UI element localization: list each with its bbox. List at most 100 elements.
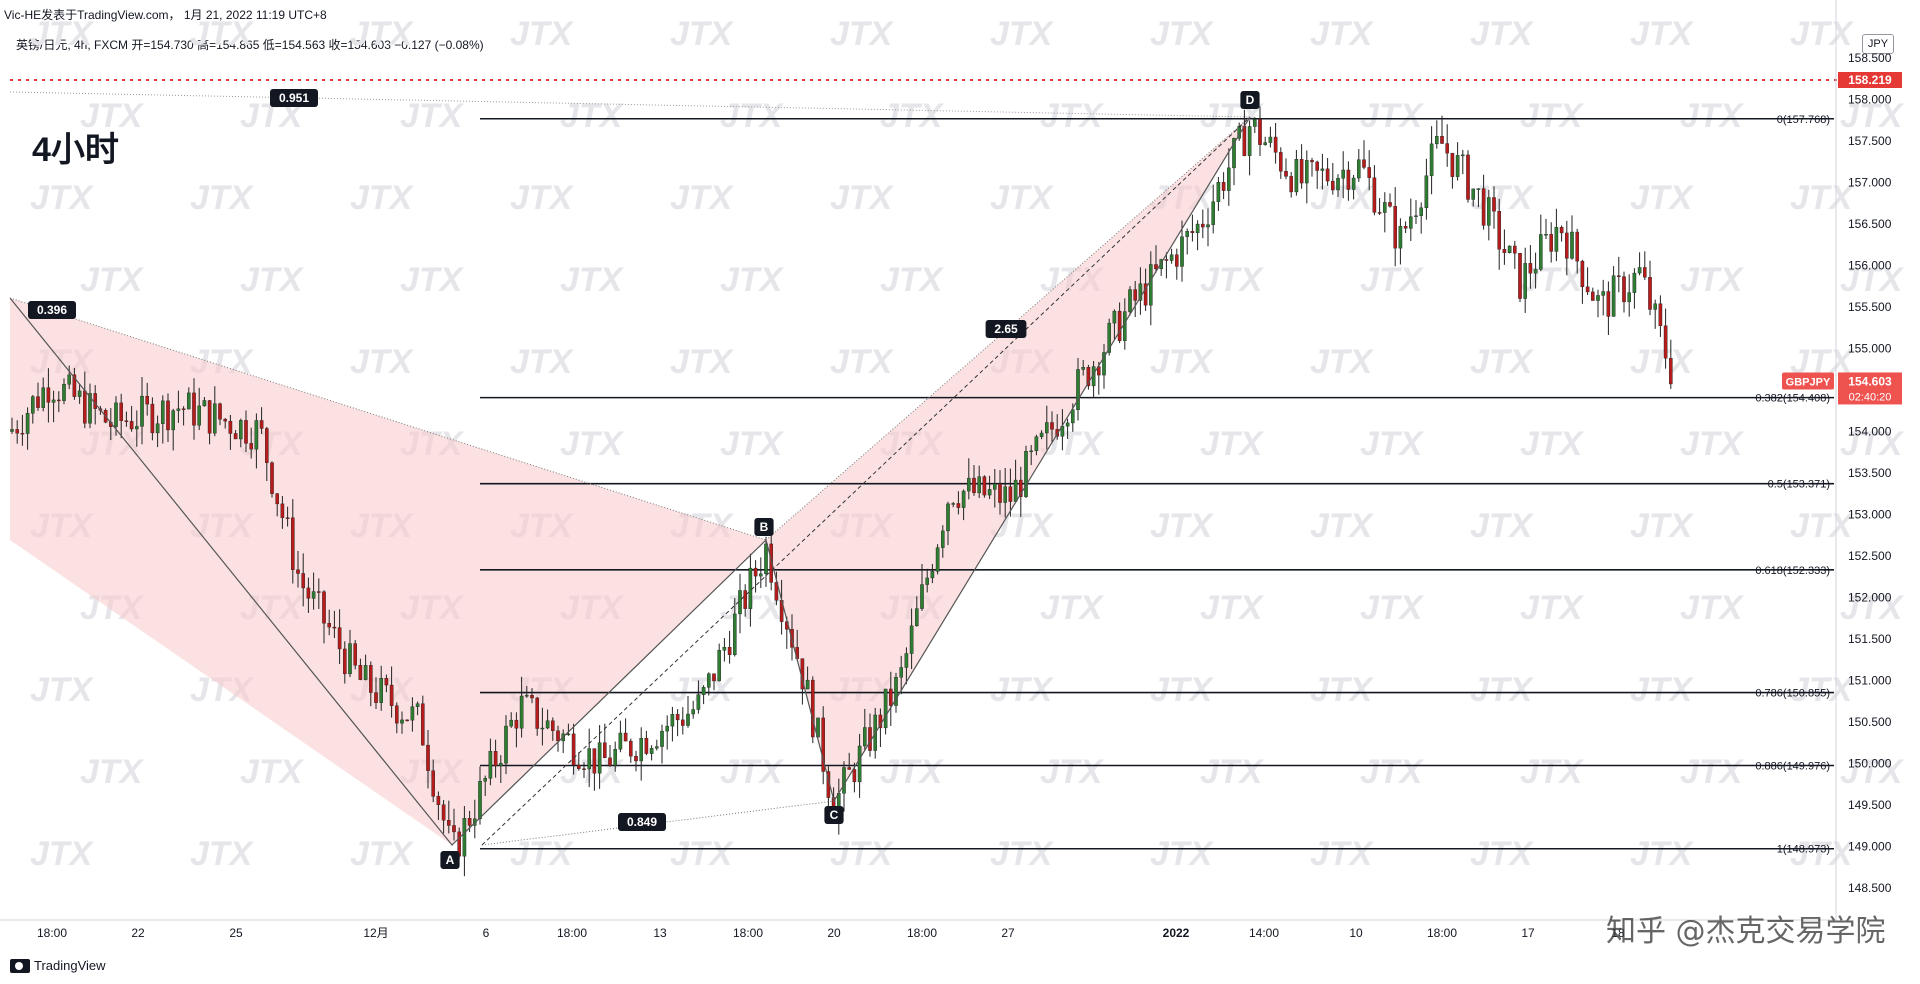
watermark-text: JTX [80, 753, 145, 791]
candle-up [1434, 136, 1439, 145]
candle-down [551, 720, 555, 731]
candle-up [899, 667, 903, 678]
candle-up [717, 649, 721, 682]
candle-down [452, 825, 456, 833]
candle-down [337, 627, 342, 650]
time-tick-label: 12月 [363, 926, 388, 940]
currency-badge[interactable]: JPY [1862, 34, 1894, 54]
price-tick-label: 151.000 [1848, 674, 1892, 688]
candle-up [1044, 422, 1049, 434]
ohlc-legend[interactable]: 英镑/日元, 4h, FXCM 开=154.730 高=154.865 低=15… [16, 38, 484, 52]
time-tick-label: 10 [1349, 926, 1363, 940]
candle-down [124, 420, 129, 422]
candle-down [280, 503, 285, 518]
watermark-text: JTX [990, 15, 1055, 53]
watermark-text: JTX [670, 343, 735, 381]
current-price-bg [1838, 372, 1902, 405]
candle-up [1544, 234, 1548, 236]
watermark-text: JTX [560, 97, 625, 135]
candle-up [1398, 225, 1403, 249]
tradingview-brand[interactable]: TradingView [10, 958, 106, 973]
candle-down [46, 387, 51, 403]
candle-up [1076, 369, 1080, 411]
candle-up [499, 762, 503, 767]
candle-down [275, 493, 280, 505]
candle-down [129, 421, 134, 430]
candle-down [20, 432, 25, 435]
watermark-text: JTX [30, 15, 95, 53]
candle-down [317, 591, 321, 593]
candle-up [915, 608, 919, 627]
candle-up [1538, 234, 1543, 270]
price-tick-label: 151.500 [1848, 632, 1892, 646]
candle-up [701, 687, 706, 695]
candle-up [1455, 155, 1460, 177]
candle-down [36, 396, 40, 408]
watermark-text: JTX [1680, 753, 1745, 791]
candle-up [202, 400, 207, 407]
candle-down [358, 664, 363, 680]
candle-down [369, 665, 373, 693]
candle-up [212, 403, 217, 434]
tradingview-logo-icon [10, 958, 30, 973]
watermark-text: JTX [1360, 97, 1425, 135]
candle-up [1507, 245, 1512, 253]
candle-down [727, 647, 732, 655]
watermark-text: JTX [830, 835, 895, 873]
candle-up [1226, 167, 1231, 191]
watermark-text: JTX [510, 15, 575, 53]
candle-up [920, 584, 924, 609]
watermark-text: JTX [1040, 589, 1105, 627]
candle-up [993, 483, 997, 490]
alert-price-bg [1838, 72, 1902, 88]
candle-up [1065, 422, 1070, 427]
price-tick-label: 154.000 [1848, 425, 1892, 439]
watermark-text: JTX [1200, 589, 1265, 627]
candle-up [462, 818, 467, 857]
candle-up [863, 727, 867, 747]
watermark-text: JTX [1310, 15, 1375, 53]
candle-down [72, 374, 77, 397]
candle-down [582, 768, 586, 770]
countdown-label: 02:40:20 [1849, 391, 1892, 403]
candle-down [1648, 277, 1652, 310]
watermark-text: JTX [1520, 97, 1585, 135]
candle-down [493, 751, 498, 767]
candle-up [946, 503, 950, 532]
candle-up [1570, 231, 1574, 259]
watermark-text: JTX [1680, 261, 1745, 299]
candle-down [395, 705, 399, 724]
candle-down [889, 688, 893, 706]
watermark-text: JTX [1790, 507, 1855, 545]
candle-up [925, 577, 929, 585]
candle-down [956, 503, 961, 508]
fib-level-label: 0(157.768) [1777, 114, 1830, 126]
watermark-text: JTX [1150, 507, 1215, 545]
watermark-text: JTX [830, 343, 895, 381]
watermark-text: JTX [190, 835, 255, 873]
watermark-text: JTX [1470, 835, 1535, 873]
candle-down [1518, 252, 1522, 299]
watermark-text: JTX [1310, 179, 1375, 217]
watermark-text: JTX [400, 261, 465, 299]
candle-up [238, 420, 243, 440]
candle-down [556, 730, 560, 742]
candle-up [1336, 178, 1340, 191]
price-tick-label: 156.000 [1848, 259, 1892, 273]
watermark-text: JTX [1310, 507, 1375, 545]
watermark-text: JTX [1680, 425, 1745, 463]
ratio-abc-label: 0.849 [627, 815, 657, 829]
publisher-line: Vic-HE发表于TradingView.com， 1月 21, 2022 11… [4, 8, 327, 22]
candle-down [1549, 234, 1553, 252]
candle-down [93, 393, 97, 409]
candle-down [57, 399, 61, 402]
candle-down [166, 400, 170, 431]
candle-down [374, 692, 378, 703]
candle-up [930, 571, 935, 579]
candle-up [348, 643, 352, 675]
watermark-text: JTX [1150, 15, 1215, 53]
candle-up [759, 573, 763, 577]
watermark-text: JTX [190, 179, 255, 217]
candle-down [1575, 231, 1579, 262]
